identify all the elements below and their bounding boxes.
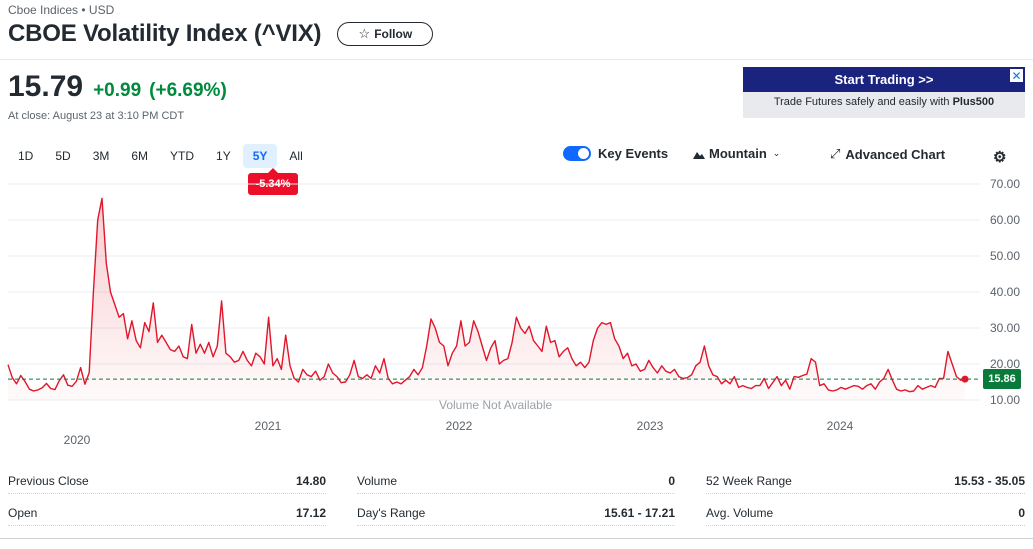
stat-value: 0 xyxy=(668,473,675,488)
stat-row: Day's Range 15.61 - 17.21 xyxy=(357,500,675,526)
stat-label: Avg. Volume xyxy=(706,505,774,520)
price-change-percent: (+6.69%) xyxy=(149,80,227,101)
ad-close-icon[interactable]: ✕ xyxy=(1010,68,1023,83)
key-events-toggle[interactable] xyxy=(563,146,591,161)
chevron-down-icon: ⌄ xyxy=(772,148,781,158)
follow-label: Follow xyxy=(374,27,413,41)
breadcrumb: Cboe Indices • USD xyxy=(8,3,115,17)
stat-value: 17.12 xyxy=(295,505,326,520)
y-tick-label: 40.00 xyxy=(990,285,1020,299)
price-change: +0.99 xyxy=(93,80,142,101)
price-chart[interactable]: 70.00 60.00 50.00 40.00 30.00 20.00 10.00 2020 2… xyxy=(0,178,1033,448)
stat-value: 15.61 - 17.21 xyxy=(604,505,675,520)
series-area xyxy=(8,198,965,400)
stat-value: 0 xyxy=(1018,505,1025,520)
stat-label: Volume xyxy=(357,473,398,488)
y-tick-label: 70.00 xyxy=(990,178,1020,191)
y-tick-label: 30.00 xyxy=(990,321,1020,335)
x-tick-label: 2022 xyxy=(446,419,473,433)
follow-button[interactable]: ☆ Follow xyxy=(337,22,434,46)
page-title: CBOE Volatility Index (^VIX) xyxy=(8,20,322,47)
quote-price-row: 15.79 +0.99 (+6.69%) xyxy=(8,70,227,104)
range-button-1y[interactable]: 1Y xyxy=(216,149,231,163)
current-price: 15.79 xyxy=(8,70,84,103)
stat-row: Volume 0 xyxy=(357,468,675,494)
last-price-badge: 15.86 xyxy=(983,369,1021,389)
settings-gear-icon[interactable]: ⚙ xyxy=(993,149,1007,166)
y-tick-label: 50.00 xyxy=(990,249,1020,263)
last-point-marker xyxy=(961,375,969,383)
x-tick-label: 2024 xyxy=(827,419,854,433)
ad-text: Trade Futures safely and easily with Plu… xyxy=(743,96,1025,108)
series-line xyxy=(7,197,966,393)
x-tick-label: 2023 xyxy=(637,419,664,433)
market-close-time: At close: August 23 at 3:10 PM CDT xyxy=(8,110,185,122)
range-button-1d[interactable]: 1D xyxy=(18,149,34,163)
advanced-chart-label: Advanced Chart xyxy=(845,146,946,162)
divider xyxy=(0,538,1033,539)
divider xyxy=(0,59,1033,60)
range-button-5y[interactable]: 5Y xyxy=(242,144,278,168)
expand-icon: ⤢ xyxy=(830,146,841,161)
mountain-icon xyxy=(693,151,705,159)
chart-type-label: Mountain xyxy=(709,146,767,161)
stat-value: 15.53 - 35.05 xyxy=(954,473,1025,488)
star-icon: ☆ xyxy=(358,26,371,41)
range-button-all[interactable]: All xyxy=(289,149,303,163)
stat-label: Open xyxy=(8,505,38,520)
y-tick-label: 10.00 xyxy=(990,393,1020,407)
range-button-3m[interactable]: 3M xyxy=(92,149,110,163)
advanced-chart-button[interactable]: ⤢ Advanced Chart xyxy=(830,146,945,162)
stat-label: Previous Close xyxy=(8,473,89,488)
ad-cta-button[interactable]: Start Trading >> xyxy=(743,67,1025,92)
key-events-toggle-group[interactable]: Key Events xyxy=(563,146,668,161)
y-tick-label: 60.00 xyxy=(990,213,1020,227)
chart-type-dropdown[interactable]: Mountain ⌄ xyxy=(693,146,780,161)
ad-brand: Plus500 xyxy=(952,96,995,108)
stat-label: 52 Week Range xyxy=(706,473,792,488)
range-selector: 1D 5D 3M 6M YTD 1Y 5Y All xyxy=(8,144,315,168)
range-button-5d[interactable]: 5D xyxy=(55,149,71,163)
stat-row: Open 17.12 xyxy=(8,500,326,526)
key-events-label: Key Events xyxy=(598,146,669,161)
stat-row: 52 Week Range 15.53 - 35.05 xyxy=(706,468,1025,494)
stat-row: Avg. Volume 0 xyxy=(706,500,1025,526)
volume-not-available: Volume Not Available xyxy=(439,398,553,412)
stat-value: 14.80 xyxy=(295,473,326,488)
y-tick-label: 20.00 xyxy=(990,357,1020,371)
ad-text-prefix: Trade Futures safely and easily with xyxy=(773,96,953,108)
stat-row: Previous Close 14.80 xyxy=(8,468,326,494)
ad-banner[interactable]: Start Trading >> Trade Futures safely an… xyxy=(743,67,1025,118)
range-button-ytd[interactable]: YTD xyxy=(170,149,195,163)
x-tick-label: 2020 xyxy=(64,433,91,447)
x-tick-label: 2021 xyxy=(255,419,282,433)
title-row: CBOE Volatility Index (^VIX) ☆ Follow xyxy=(8,20,434,48)
stat-label: Day's Range xyxy=(357,505,426,520)
range-button-6m[interactable]: 6M xyxy=(131,149,149,163)
